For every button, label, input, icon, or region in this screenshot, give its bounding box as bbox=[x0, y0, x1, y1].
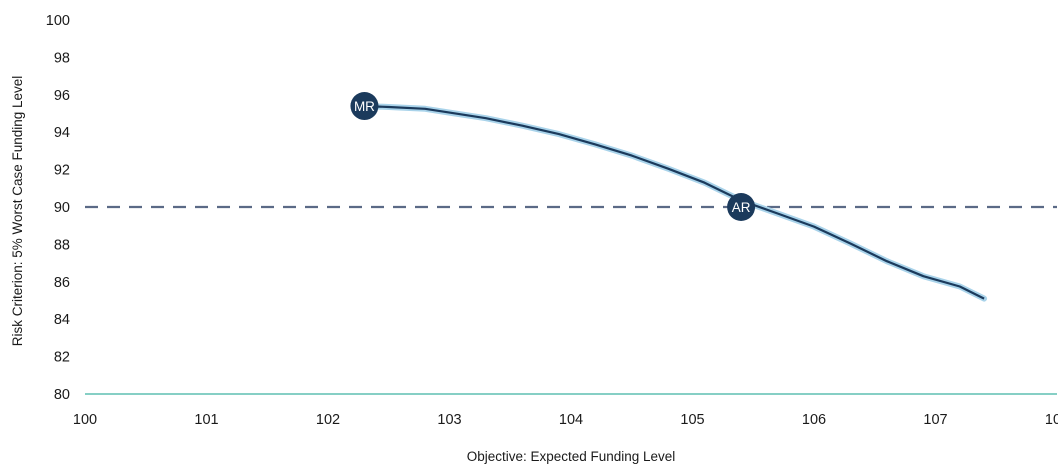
y-tick-label: 96 bbox=[54, 88, 70, 104]
marker-label: MR bbox=[354, 99, 375, 114]
x-tick-label: 102 bbox=[316, 412, 340, 428]
series-line bbox=[364, 104, 985, 300]
y-axis-ticks: 80 82 84 86 88 90 92 94 96 98 100 bbox=[46, 13, 70, 403]
markers: MR AR bbox=[350, 92, 756, 221]
y-tick-label: 92 bbox=[54, 163, 70, 179]
x-tick-label: 107 bbox=[923, 412, 947, 428]
x-tick-label: 101 bbox=[194, 412, 218, 428]
marker-circle bbox=[350, 92, 379, 121]
y-tick-label: 98 bbox=[54, 50, 70, 66]
x-tick-label: 106 bbox=[802, 412, 826, 428]
x-axis-title: Objective: Expected Funding Level bbox=[467, 449, 676, 464]
x-tick-label: 103 bbox=[437, 412, 461, 428]
x-axis-ticks: 100 101 102 103 104 105 106 107 108 bbox=[73, 412, 1058, 428]
y-tick-label: 90 bbox=[54, 200, 70, 216]
y-tick-label: 94 bbox=[54, 125, 70, 141]
x-tick-label: 105 bbox=[680, 412, 704, 428]
y-axis-title: Risk Criterion: 5% Worst Case Funding Le… bbox=[10, 76, 25, 347]
y-tick-label: 84 bbox=[54, 312, 70, 328]
y-tick-label: 86 bbox=[54, 275, 70, 291]
marker-ar: AR bbox=[727, 193, 756, 221]
y-tick-label: 88 bbox=[54, 237, 70, 253]
marker-label: AR bbox=[732, 200, 751, 215]
y-tick-label: 100 bbox=[46, 13, 70, 29]
series-band bbox=[361, 103, 988, 302]
y-tick-label: 80 bbox=[54, 387, 70, 403]
x-tick-label: 100 bbox=[73, 412, 97, 428]
y-tick-label: 82 bbox=[54, 350, 70, 366]
x-tick-label: 108 bbox=[1045, 412, 1058, 428]
marker-mr: MR bbox=[350, 92, 379, 121]
marker-circle bbox=[727, 193, 756, 221]
x-tick-label: 104 bbox=[559, 412, 583, 428]
